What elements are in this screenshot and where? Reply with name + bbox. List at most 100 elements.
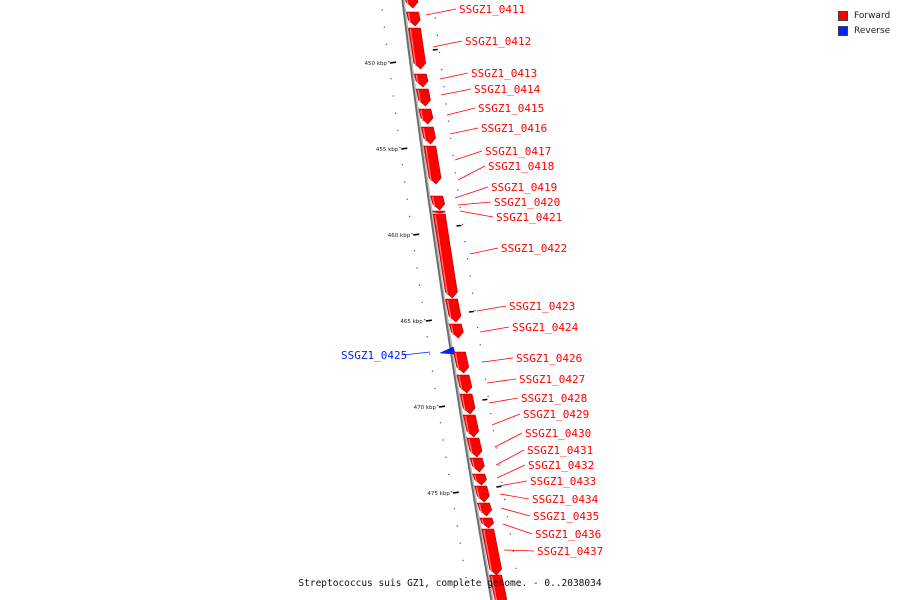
- gene-arrow-SSGZ1_0411[interactable]: [404, 0, 419, 9]
- gene-label-SSGZ1_0413[interactable]: SSGZ1_0413: [471, 67, 537, 80]
- gene-label-SSGZ1_0414[interactable]: SSGZ1_0414: [474, 83, 541, 96]
- minor-tick-dot: [479, 344, 481, 346]
- gene-arrow-SSGZ1_0435[interactable]: [479, 517, 494, 529]
- gene-label-SSGZ1_0412[interactable]: SSGZ1_0412: [465, 35, 531, 48]
- gene-arrow-SSGZ1_0436[interactable]: [481, 528, 502, 576]
- gene-leader-line: [479, 326, 510, 333]
- gene-label-SSGZ1_0429[interactable]: SSGZ1_0429: [523, 408, 589, 421]
- gene-label-SSGZ1_0423[interactable]: SSGZ1_0423: [509, 300, 575, 313]
- gene-leader-line: [402, 351, 431, 356]
- minor-tick-dot: [388, 60, 390, 63]
- minor-tick-dot: [426, 336, 428, 338]
- gene-label-SSGZ1_0428[interactable]: SSGZ1_0428: [521, 392, 587, 405]
- gene-label-SSGZ1_0425[interactable]: SSGZ1_0425: [341, 349, 407, 362]
- gene-leader-line: [476, 305, 507, 312]
- gene-label-SSGZ1_0419[interactable]: SSGZ1_0419: [491, 181, 557, 194]
- minor-tick-dot: [436, 34, 439, 36]
- gene-label-SSGZ1_0411[interactable]: SSGZ1_0411: [459, 3, 525, 16]
- gene-arrow-SSGZ1_0428[interactable]: [459, 393, 476, 415]
- minor-tick-dot: [385, 43, 388, 46]
- gene-arrow-SSGZ1_0419[interactable]: [430, 195, 446, 211]
- minor-tick-dot: [404, 181, 406, 183]
- gene-arrow-SSGZ1_0430[interactable]: [466, 437, 483, 458]
- scale-tick-mark: [438, 405, 446, 408]
- minor-tick-dot: [439, 422, 442, 424]
- gene-label-SSGZ1_0432[interactable]: SSGZ1_0432: [528, 459, 594, 472]
- minor-tick-dot: [392, 95, 394, 97]
- minor-tick-dot: [459, 206, 461, 208]
- gene-label-SSGZ1_0431[interactable]: SSGZ1_0431: [527, 444, 593, 457]
- gene-leader-line: [488, 397, 519, 404]
- gene-label-SSGZ1_0435[interactable]: SSGZ1_0435: [533, 510, 599, 523]
- scale-tick-label: 475 kbp: [427, 491, 450, 497]
- gene-label-SSGZ1_0422[interactable]: SSGZ1_0422: [501, 242, 567, 255]
- minor-tick-dot: [476, 326, 479, 329]
- gene-highlight: [407, 12, 411, 24]
- scale-tick-mark: [456, 224, 462, 227]
- gene-arrow-SSGZ1_0420[interactable]: [432, 210, 446, 214]
- gene-leader-line: [449, 127, 479, 135]
- gene-arrow-SSGZ1_0424[interactable]: [448, 323, 464, 339]
- gene-leader-line: [486, 378, 517, 384]
- gene-highlight: [474, 474, 478, 483]
- gene-label-SSGZ1_0433[interactable]: SSGZ1_0433: [530, 475, 596, 488]
- gene-leader-line: [457, 165, 486, 181]
- gene-label-SSGZ1_0420[interactable]: SSGZ1_0420: [494, 196, 560, 209]
- gene-leader-line: [439, 72, 469, 80]
- gene-label-SSGZ1_0436[interactable]: SSGZ1_0436: [535, 528, 601, 541]
- gene-arrow-SSGZ1_0431[interactable]: [469, 457, 485, 473]
- gene-label-SSGZ1_0418[interactable]: SSGZ1_0418: [488, 160, 554, 173]
- gene-arrow-SSGZ1_0433[interactable]: [474, 485, 490, 503]
- gene-arrow-SSGZ1_0414[interactable]: [413, 73, 429, 88]
- gene-leader-line: [440, 88, 472, 96]
- minor-tick-dot: [445, 456, 447, 458]
- gene-label-SSGZ1_0415[interactable]: SSGZ1_0415: [478, 102, 544, 115]
- gene-arrow-SSGZ1_0412[interactable]: [406, 11, 421, 27]
- minor-tick-dot: [443, 86, 445, 88]
- gene-arrow-SSGZ1_0426[interactable]: [453, 351, 470, 374]
- minor-tick-dot: [406, 198, 408, 200]
- scale-tick-mark: [496, 485, 502, 488]
- minor-tick-dot: [459, 542, 461, 544]
- gene-label-SSGZ1_0427[interactable]: SSGZ1_0427: [519, 373, 585, 386]
- gene-highlight: [483, 529, 493, 573]
- minor-tick-dot: [474, 309, 476, 312]
- gene-arrow-SSGZ1_0423[interactable]: [445, 298, 462, 323]
- gene-highlight: [450, 324, 454, 336]
- minor-tick-dot: [462, 559, 464, 562]
- gene-arrow-SSGZ1_0422[interactable]: [432, 213, 458, 299]
- minor-tick-dot: [495, 447, 497, 449]
- gene-leader-line: [459, 210, 494, 218]
- gene-arrow-SSGZ1_0425[interactable]: [440, 346, 456, 355]
- gene-label-SSGZ1_0416[interactable]: SSGZ1_0416: [481, 122, 547, 135]
- gene-arrow-SSGZ1_0413[interactable]: [408, 27, 427, 70]
- gene-label-SSGZ1_0437[interactable]: SSGZ1_0437: [537, 545, 603, 558]
- gene-arrow-SSGZ1_0418[interactable]: [423, 145, 442, 185]
- gene-arrow-SSGZ1_0415[interactable]: [415, 88, 431, 107]
- gene-highlight: [409, 28, 417, 67]
- gene-leader-line: [500, 507, 531, 517]
- gene-leader-line: [491, 413, 521, 426]
- gene-label-SSGZ1_0434[interactable]: SSGZ1_0434: [532, 493, 599, 506]
- gene-label-SSGZ1_0421[interactable]: SSGZ1_0421: [496, 211, 562, 224]
- legend-label-reverse: Reverse: [854, 25, 891, 36]
- legend-item-reverse: Reverse: [838, 23, 890, 38]
- gene-highlight: [471, 458, 475, 470]
- minor-tick-dot: [484, 378, 487, 380]
- gene-label-SSGZ1_0430[interactable]: SSGZ1_0430: [525, 427, 591, 440]
- gene-arrow-SSGZ1_0434[interactable]: [477, 502, 492, 517]
- gene-arrow-SSGZ1_0429[interactable]: [462, 414, 480, 438]
- gene-label-SSGZ1_0417[interactable]: SSGZ1_0417: [485, 145, 551, 158]
- gene-label-SSGZ1_0424[interactable]: SSGZ1_0424: [512, 321, 579, 334]
- gene-arrow-SSGZ1_0437[interactable]: [489, 574, 508, 600]
- minor-tick-dot: [442, 439, 444, 441]
- gene-label-SSGZ1_0426[interactable]: SSGZ1_0426: [516, 352, 582, 365]
- minor-tick-dot: [471, 292, 474, 294]
- minor-tick-dot: [394, 112, 397, 114]
- gene-arrow-SSGZ1_0416[interactable]: [418, 108, 434, 125]
- minor-tick-dot: [456, 525, 459, 527]
- gene-arrow-SSGZ1_0427[interactable]: [456, 374, 473, 394]
- gene-arrow-SSGZ1_0432[interactable]: [472, 473, 487, 486]
- gene-arrow-SSGZ1_0417[interactable]: [420, 126, 436, 145]
